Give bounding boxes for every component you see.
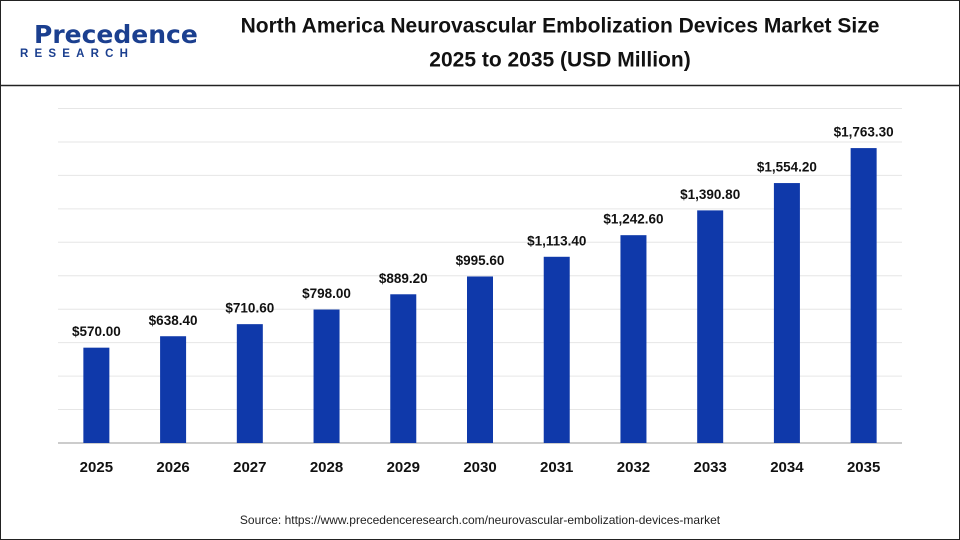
value-label: $1,242.60 bbox=[603, 212, 663, 227]
value-label: $889.20 bbox=[379, 271, 428, 286]
bar bbox=[543, 256, 570, 443]
value-label: $995.60 bbox=[456, 253, 505, 268]
x-tick-label: 2033 bbox=[693, 459, 726, 476]
bar bbox=[83, 347, 110, 443]
value-label: $710.60 bbox=[225, 301, 274, 316]
bar bbox=[236, 324, 263, 443]
x-tick-label: 2032 bbox=[617, 459, 650, 476]
bar bbox=[850, 148, 877, 443]
value-label: $1,554.20 bbox=[757, 160, 817, 175]
bar bbox=[390, 294, 417, 443]
source: Source: https://www.precedenceresearch.c… bbox=[240, 513, 721, 527]
x-tick-label: 2035 bbox=[847, 459, 880, 476]
bar bbox=[160, 336, 187, 443]
logo-tagline: RESEARCH bbox=[20, 48, 134, 60]
bar bbox=[467, 276, 493, 443]
x-tick-label: 2028 bbox=[310, 459, 343, 476]
value-label: $638.40 bbox=[149, 313, 198, 328]
bar bbox=[313, 309, 340, 443]
value-label: $798.00 bbox=[302, 286, 351, 301]
logo-name: Precedence bbox=[34, 20, 198, 49]
value-label: $1,390.80 bbox=[680, 187, 740, 202]
chart-title: North America Neurovascular Embolization… bbox=[241, 15, 880, 38]
chart-title: 2025 to 2035 (USD Million) bbox=[429, 49, 690, 72]
x-tick-label: 2034 bbox=[770, 459, 804, 476]
x-tick-label: 2025 bbox=[80, 459, 113, 476]
x-tick-label: 2030 bbox=[463, 459, 496, 476]
x-tick-label: 2031 bbox=[540, 459, 573, 476]
x-tick-label: 2029 bbox=[387, 459, 420, 476]
bar bbox=[620, 235, 647, 443]
value-label: $1,113.40 bbox=[527, 233, 586, 248]
bar bbox=[773, 183, 800, 443]
x-tick-label: 2027 bbox=[233, 459, 266, 476]
value-label: $570.00 bbox=[72, 324, 121, 339]
value-label: $1,763.30 bbox=[834, 125, 894, 140]
bar bbox=[697, 210, 724, 443]
x-tick-label: 2026 bbox=[156, 459, 189, 476]
